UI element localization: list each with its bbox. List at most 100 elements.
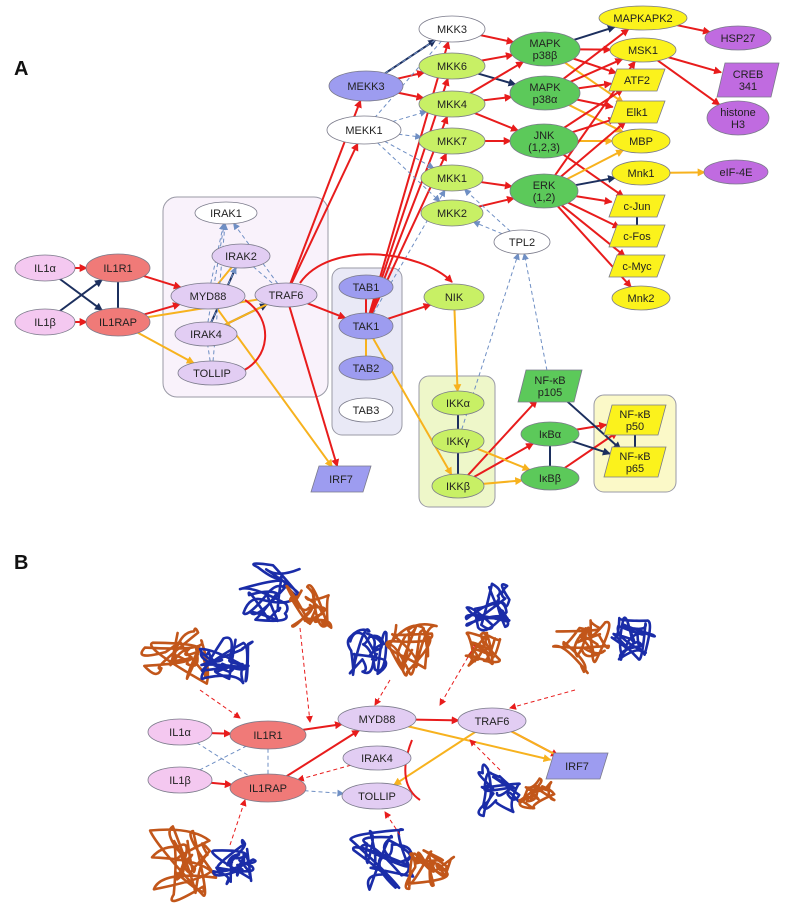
a-node-label: histone H3 xyxy=(720,107,755,131)
a-edge-mekk3-mkk4 xyxy=(398,91,425,101)
a-node-shape xyxy=(174,321,238,347)
a-node-label: eIF-4E xyxy=(719,167,752,179)
a-node-label: ATF2 xyxy=(624,75,650,87)
a-edge-mkk3-p38b xyxy=(480,34,515,45)
a-node-ikbb: IκBβ xyxy=(520,465,580,491)
b-structure-link xyxy=(199,689,241,719)
a-edge-mekk1-mkk2 xyxy=(377,142,441,203)
a-node-shape xyxy=(418,15,486,43)
a-node-shape xyxy=(509,31,581,67)
a-edge-erk-mbp xyxy=(566,149,625,180)
b-node-traf6: TRAF6 xyxy=(457,707,527,735)
a-node-tollip: TOLLIP xyxy=(177,360,247,386)
receptor-complex-box xyxy=(162,196,329,398)
a-node-mkk4: MKK4 xyxy=(418,90,486,118)
a-edge-p38b-atf2 xyxy=(572,57,618,75)
a-node-shape xyxy=(254,282,318,308)
b-node-shape xyxy=(457,707,527,735)
protein-structure xyxy=(211,838,257,886)
b-edge-traf6-irf7 xyxy=(511,730,559,757)
b-node-label: IL1R1 xyxy=(253,730,282,742)
b-structure-link xyxy=(229,799,247,846)
a-node-il1rap: IL1RAP xyxy=(85,307,151,337)
a-edge-mkk1-erk xyxy=(480,181,513,190)
protein-structure xyxy=(346,628,388,677)
a-node-nfkbp50: NF-κB p50 xyxy=(603,404,667,436)
a-node-label: IL1R1 xyxy=(103,263,132,275)
b-node-il1rap: IL1RAP xyxy=(229,773,307,803)
a-node-shape xyxy=(704,25,772,51)
protein-structure xyxy=(610,616,656,661)
a-edge-nfkbp105-tpl2 xyxy=(521,252,548,371)
a-node-shape xyxy=(520,421,580,447)
b-edge-il1a-il1r1 xyxy=(211,729,232,738)
a-node-irak2: IRAK2 xyxy=(211,243,271,269)
protein-structure xyxy=(285,584,333,629)
a-node-mkk6: MKK6 xyxy=(418,52,486,80)
a-node-label: NIK xyxy=(445,292,464,304)
b-node-shape xyxy=(337,705,417,733)
a-edge-msk1-creb xyxy=(668,56,723,75)
b-node-label: MYD88 xyxy=(359,714,396,726)
a-node-mekk3: MEKK3 xyxy=(328,70,404,102)
a-node-shape xyxy=(14,254,76,282)
a-node-ikkb: IKKβ xyxy=(431,473,485,499)
b-node-label: TOLLIP xyxy=(358,791,396,803)
a-node-label: MKK2 xyxy=(437,208,467,220)
protein-structure xyxy=(518,777,556,810)
a-edge-mkk4-jnk xyxy=(474,112,519,132)
a-node-eif4e: eIF-4E xyxy=(703,159,769,185)
a-node-label: Mnk2 xyxy=(628,293,655,305)
protein-structure xyxy=(140,627,210,685)
a-node-tab3: TAB3 xyxy=(338,397,394,423)
a-edge-il1rap-tollip xyxy=(137,331,195,365)
a-node-label: IRF7 xyxy=(329,474,353,486)
a-node-label: MYD88 xyxy=(190,291,227,303)
b-node-tollip: TOLLIP xyxy=(341,782,413,810)
a-node-shape xyxy=(170,282,246,310)
a-node-shape xyxy=(608,68,666,92)
a-node-label: MKK4 xyxy=(437,99,467,111)
a-node-shape xyxy=(328,70,404,102)
a-node-hsp27: HSP27 xyxy=(704,25,772,51)
a-node-label: TAB3 xyxy=(353,405,380,417)
a-edge-p38a-elk1 xyxy=(576,98,614,110)
a-edge-p38a-mapkapk2 xyxy=(562,28,630,80)
a-node-label: Mnk1 xyxy=(628,168,655,180)
a-node-mkk7: MKK7 xyxy=(418,127,486,155)
b-edge-irak4-il1rap xyxy=(296,764,351,782)
a-edge-erk-cmyc xyxy=(560,204,626,258)
a-edge-mkk6-p38a xyxy=(477,72,517,87)
a-node-label: MEKK3 xyxy=(347,81,384,93)
a-node-cfos: c-Fos xyxy=(608,224,666,248)
a-node-shape xyxy=(418,90,486,118)
b-structure-link xyxy=(469,739,501,771)
a-node-label: IRAK1 xyxy=(210,208,242,220)
a-node-label: TPL2 xyxy=(509,237,535,249)
a-edge-jnk-atf2 xyxy=(563,88,624,129)
a-node-label: MAPKAPK2 xyxy=(613,13,672,25)
a-edge-mkk2-erk xyxy=(478,195,515,208)
a-node-shape xyxy=(431,428,485,454)
a-node-label: IL1RAP xyxy=(99,317,137,329)
a-edge-p38b-mapkapk2 xyxy=(573,25,616,41)
a-node-label: IκBα xyxy=(539,429,562,441)
a-node-label: IKKα xyxy=(446,398,471,410)
b-structure-link xyxy=(299,627,313,723)
b-node-shape xyxy=(147,718,213,746)
a-node-ikkg: IKKγ xyxy=(431,428,485,454)
a-node-label: MAPK p38β xyxy=(529,38,561,62)
a-edge-mekk1-mkk4 xyxy=(392,109,428,123)
a-node-cmyc: c-Myc xyxy=(608,254,666,278)
b-node-shape xyxy=(341,782,413,810)
a-node-irf7: IRF7 xyxy=(310,465,372,493)
a-node-shape xyxy=(608,224,666,248)
a-edge-nfkbp105-nfkbp65 xyxy=(564,398,622,450)
a-edge-traf6-irf7 xyxy=(288,306,340,468)
b-edge-il1rap-myd88 xyxy=(286,729,361,777)
a-node-shape xyxy=(608,194,666,218)
a-edge-jnk-elk1 xyxy=(571,116,617,134)
b-node-shape xyxy=(147,766,213,794)
a-node-label: IKKγ xyxy=(446,436,470,448)
